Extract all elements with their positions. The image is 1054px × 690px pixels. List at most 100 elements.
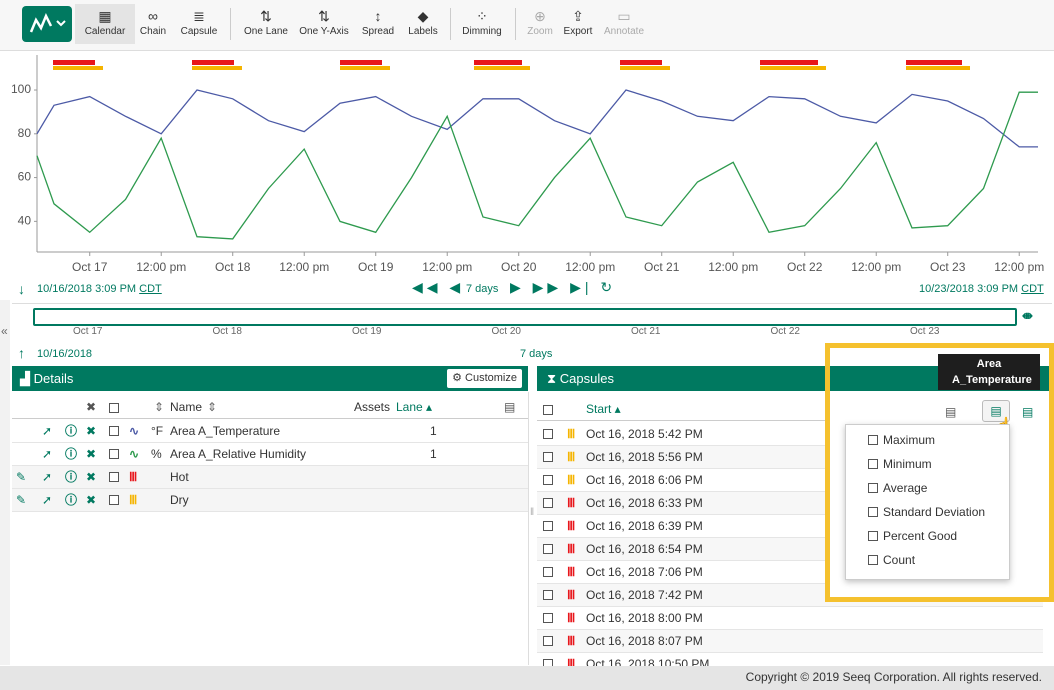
remove-icon[interactable]: ✖ [86, 466, 96, 488]
step-forward[interactable]: ▶ ▶▶ ▶| ↻ [510, 279, 616, 296]
row-checkbox[interactable] [543, 544, 553, 554]
menu-item[interactable]: Percent Good [846, 525, 1009, 547]
capsule-bar [474, 60, 522, 65]
info-icon[interactable]: ⓘ [65, 466, 77, 488]
details-row[interactable]: ✎➚ⓘ✖ⅢHot [12, 466, 528, 489]
view-menu-button[interactable] [22, 6, 72, 42]
locate-icon[interactable]: ➚ [42, 466, 52, 488]
locate-icon[interactable]: ➚ [42, 489, 52, 511]
details-row[interactable]: ➚ⓘ✖∿°FArea A_Temperature1 [12, 420, 528, 443]
menu-item[interactable]: Count [846, 549, 1009, 571]
row-checkbox[interactable] [109, 426, 119, 436]
lane-header[interactable]: Lane ▴ [396, 396, 432, 418]
toolbar-button[interactable]: ◆Labels [393, 4, 453, 44]
toolbar-icon: ◆ [393, 4, 453, 26]
row-checkbox[interactable] [543, 567, 553, 577]
start-header[interactable]: Start ▴ [586, 398, 621, 420]
toolbar-button[interactable]: ⇅One Y-Axis [294, 4, 354, 44]
capsule-start: Oct 16, 2018 6:54 PM [586, 538, 703, 560]
add-stat[interactable]: ▤ [1022, 405, 1033, 419]
sort-icon[interactable]: ⇕ [207, 396, 217, 418]
end-date: 10/23/2018 3:09 PM [919, 283, 1018, 295]
navigator-range[interactable] [33, 308, 1017, 326]
toolbar-button[interactable]: ⁘Dimming [452, 4, 512, 44]
info-icon[interactable]: ⓘ [65, 443, 77, 465]
name-header[interactable]: Name [170, 396, 202, 418]
add-column[interactable]: ▤ [504, 396, 515, 418]
remove-icon[interactable]: ✖ [86, 489, 96, 511]
item-name: Area A_Temperature [170, 420, 280, 442]
select-all[interactable] [543, 405, 553, 415]
end-tz[interactable]: CDT [1021, 283, 1044, 295]
sort-icon[interactable]: ⇕ [154, 396, 164, 418]
end-time[interactable]: 10/23/2018 3:09 PM CDT [919, 283, 1044, 295]
details-row[interactable]: ➚ⓘ✖∿%Area A_Relative Humidity1 [12, 443, 528, 466]
info-icon[interactable]: ⓘ [65, 489, 77, 511]
start-time[interactable]: 10/16/2018 3:09 PM CDT [37, 283, 162, 295]
toolbar-button[interactable]: ⇅One Lane [236, 4, 296, 44]
step-back[interactable]: ◀◀ ◀ [412, 279, 464, 296]
start-tz[interactable]: CDT [139, 283, 162, 295]
row-checkbox[interactable] [109, 449, 119, 459]
locate-icon[interactable]: ➚ [42, 420, 52, 442]
row-checkbox[interactable] [543, 636, 553, 646]
navigator-start[interactable]: 10/16/2018 [37, 348, 92, 360]
collapse-icon[interactable]: « [1, 324, 8, 338]
x-tick-label: 12:00 pm [279, 260, 329, 274]
menu-checkbox[interactable] [868, 459, 878, 469]
menu-checkbox[interactable] [868, 435, 878, 445]
menu-checkbox[interactable] [868, 555, 878, 565]
customize-label: Customize [465, 372, 517, 384]
toolbar-button[interactable]: ≣Capsule [169, 4, 229, 44]
splitter[interactable]: ‖ [528, 392, 537, 665]
edit-icon[interactable]: ✎ [16, 489, 26, 511]
row-checkbox[interactable] [109, 472, 119, 482]
row-checkbox[interactable] [543, 452, 553, 462]
navigator-duration[interactable]: 7 days [520, 348, 552, 360]
menu-item[interactable]: Standard Deviation [846, 501, 1009, 523]
info-icon[interactable]: ⓘ [65, 420, 77, 442]
row-checkbox[interactable] [109, 495, 119, 505]
capsule-start: Oct 16, 2018 8:07 PM [586, 630, 703, 652]
menu-checkbox[interactable] [868, 507, 878, 517]
copyright: Copyright © 2019 Seeq Corporation. All r… [746, 670, 1042, 684]
add-column[interactable]: ▤ [945, 405, 956, 419]
capsule-bar [760, 66, 826, 70]
y-tick-label: 80 [18, 126, 32, 140]
menu-item[interactable]: Minimum [846, 453, 1009, 475]
row-checkbox[interactable] [543, 475, 553, 485]
toolbar-button[interactable]: ▭Annotate [594, 4, 654, 44]
row-checkbox[interactable] [543, 590, 553, 600]
menu-checkbox[interactable] [868, 483, 878, 493]
toolbar-icon: ⁘ [452, 4, 512, 26]
locate-icon[interactable]: ➚ [42, 443, 52, 465]
arrow-down: ↓ [18, 281, 25, 297]
edit-icon[interactable]: ✎ [16, 466, 26, 488]
menu-item[interactable]: Average [846, 477, 1009, 499]
details-row[interactable]: ✎➚ⓘ✖ⅢDry [12, 489, 528, 512]
row-checkbox[interactable] [543, 521, 553, 531]
row-checkbox[interactable] [543, 429, 553, 439]
menu-checkbox[interactable] [868, 531, 878, 541]
remove-icon[interactable]: ✖ [86, 443, 96, 465]
row-checkbox[interactable] [543, 613, 553, 623]
menu-item[interactable]: Maximum [846, 429, 1009, 451]
row-checkbox[interactable] [543, 498, 553, 508]
capsule-row[interactable]: ⅢOct 16, 2018 8:00 PM [537, 607, 1043, 630]
item-icon: Ⅲ [129, 466, 137, 488]
navigator-handle[interactable]: ⇼ [1022, 308, 1033, 324]
capsule-row[interactable]: ⅢOct 16, 2018 8:07 PM [537, 630, 1043, 653]
capsule-bar [53, 66, 103, 70]
capsule-icon: Ⅲ [567, 561, 575, 583]
toolbar-label: One Lane [236, 26, 296, 37]
assets-header[interactable]: Assets [354, 396, 390, 418]
remove-all[interactable]: ✖ [86, 396, 96, 418]
tooltip: Area A_Temperature [938, 354, 1040, 390]
customize-button[interactable]: ⚙ Customize [447, 369, 522, 388]
navigator-label: Oct 22 [771, 326, 800, 337]
duration[interactable]: 7 days [466, 283, 498, 295]
capsule-start: Oct 16, 2018 7:06 PM [586, 561, 703, 583]
remove-icon[interactable]: ✖ [86, 420, 96, 442]
select-all[interactable] [109, 403, 119, 413]
x-tick-label: Oct 19 [358, 260, 394, 274]
